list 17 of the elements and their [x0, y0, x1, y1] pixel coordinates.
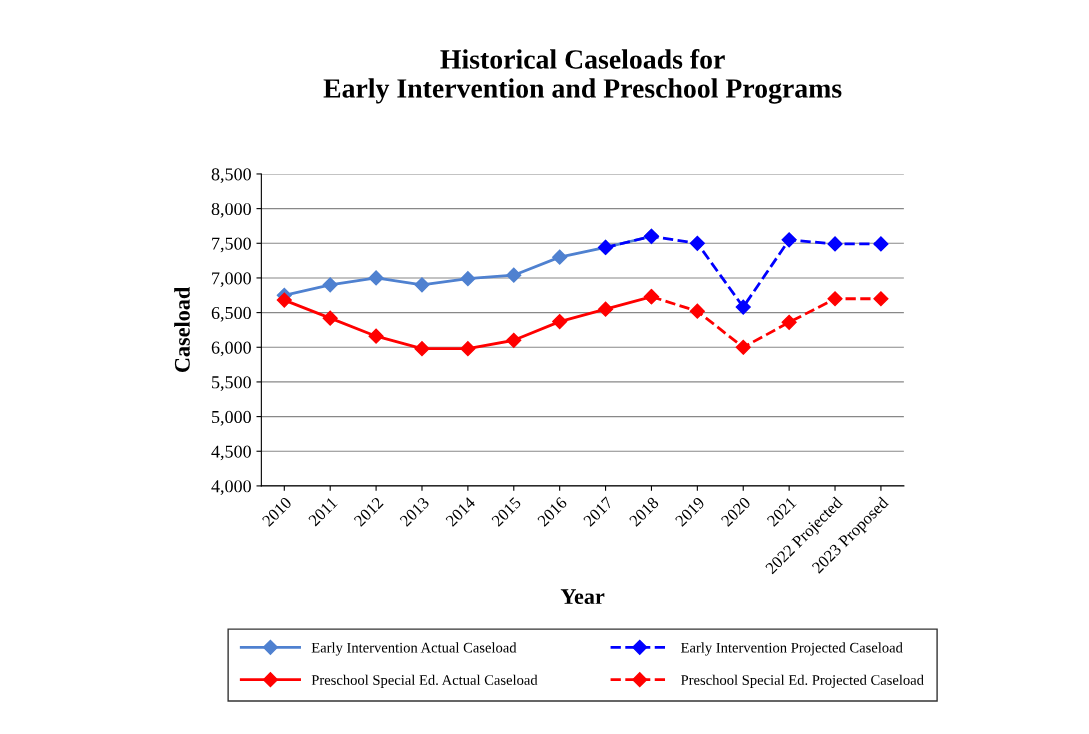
- y-tick-label: 8,000: [211, 202, 251, 218]
- y-tick-label: 4,000: [211, 480, 251, 495]
- legend-label: Preschool Special Ed. Actual Caseload: [311, 674, 538, 688]
- legend-label: Early Intervention Actual Caseload: [311, 642, 517, 656]
- chart-title: Historical Caseloads for Early Intervention and Preschool Programs: [323, 48, 842, 104]
- legend-label: Preschool Special Ed. Projected Caseload: [680, 674, 924, 688]
- y-tick-label: 6,500: [211, 306, 251, 322]
- y-tick-label: 7,000: [212, 272, 251, 287]
- y-tick-label: 4,500: [211, 445, 251, 461]
- y-tick-label: 8,500: [211, 168, 251, 183]
- y-tick-label: 5,500: [212, 376, 251, 391]
- legend-label: Early Intervention Projected Caseload: [680, 642, 903, 656]
- y-axis-title: Caseload: [174, 286, 190, 373]
- y-tick-label: 5,000: [212, 410, 251, 426]
- x-axis-title: Year: [560, 589, 605, 605]
- y-tick-label: 6,000: [211, 341, 251, 357]
- y-tick-label: 7,500: [212, 237, 251, 253]
